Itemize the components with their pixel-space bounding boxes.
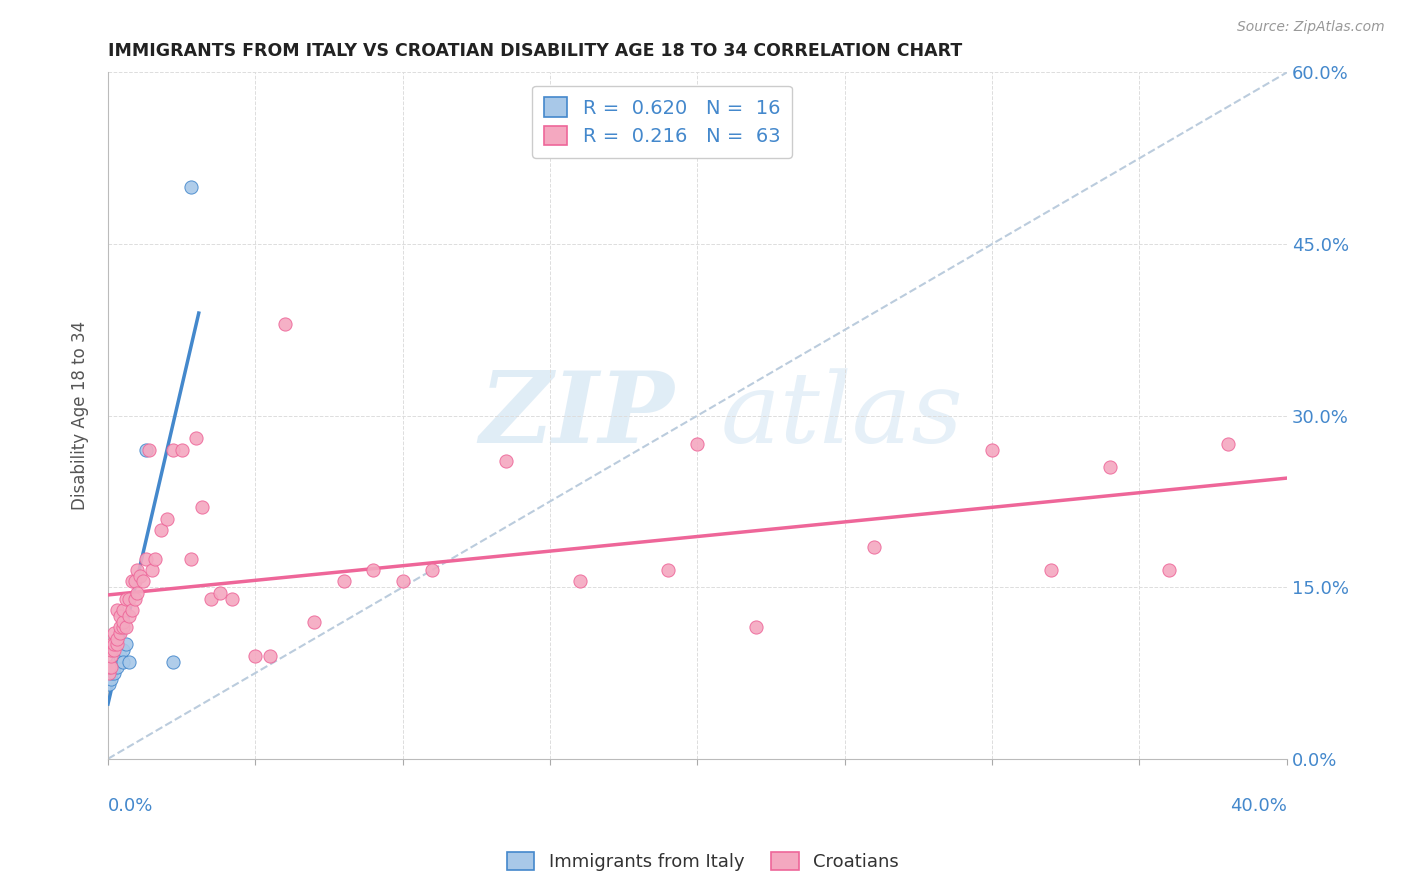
Point — [361, 563, 384, 577]
Point — [686, 437, 709, 451]
Point — [98, 677, 121, 691]
Point — [108, 608, 131, 623]
Point — [162, 442, 184, 457]
Point — [495, 454, 517, 468]
Point — [191, 500, 214, 515]
Point — [135, 442, 157, 457]
Point — [114, 591, 136, 606]
Point — [127, 563, 149, 577]
Point — [105, 632, 128, 646]
Point — [156, 511, 179, 525]
Point — [100, 648, 122, 663]
Point — [114, 637, 136, 651]
Point — [179, 551, 201, 566]
Point — [108, 626, 131, 640]
Point — [221, 591, 243, 606]
Point — [138, 442, 160, 457]
Point — [143, 551, 166, 566]
Point — [117, 608, 139, 623]
Point — [101, 660, 124, 674]
Point — [100, 660, 122, 674]
Point — [101, 637, 124, 651]
Point — [745, 620, 768, 634]
Point — [103, 660, 125, 674]
Point — [105, 655, 128, 669]
Legend: R =  0.620   N =  16, R =  0.216   N =  63: R = 0.620 N = 16, R = 0.216 N = 63 — [531, 86, 792, 158]
Point — [657, 563, 679, 577]
Point — [981, 442, 1004, 457]
Point — [332, 574, 354, 589]
Point — [111, 603, 134, 617]
Point — [186, 432, 208, 446]
Point — [1157, 563, 1180, 577]
Point — [129, 568, 152, 582]
Text: 40.0%: 40.0% — [1230, 797, 1286, 814]
Point — [124, 574, 146, 589]
Point — [245, 648, 267, 663]
Point — [150, 523, 173, 537]
Text: atlas: atlas — [721, 368, 963, 463]
Text: IMMIGRANTS FROM ITALY VS CROATIAN DISABILITY AGE 18 TO 34 CORRELATION CHART: IMMIGRANTS FROM ITALY VS CROATIAN DISABI… — [108, 42, 962, 60]
Point — [108, 620, 131, 634]
Point — [111, 615, 134, 629]
Point — [1098, 460, 1121, 475]
Point — [105, 660, 128, 674]
Y-axis label: Disability Age 18 to 34: Disability Age 18 to 34 — [72, 321, 89, 510]
Point — [121, 574, 143, 589]
Point — [200, 591, 222, 606]
Point — [117, 591, 139, 606]
Point — [121, 603, 143, 617]
Text: 0.0%: 0.0% — [108, 797, 153, 814]
Point — [420, 563, 443, 577]
Point — [103, 665, 125, 680]
Point — [100, 643, 122, 657]
Point — [98, 660, 121, 674]
Point — [124, 591, 146, 606]
Point — [259, 648, 281, 663]
Point — [170, 442, 193, 457]
Point — [304, 615, 326, 629]
Point — [114, 620, 136, 634]
Point — [100, 672, 122, 686]
Point — [111, 620, 134, 634]
Point — [105, 637, 128, 651]
Point — [127, 586, 149, 600]
Point — [274, 317, 297, 331]
Point — [863, 540, 886, 554]
Point — [141, 563, 163, 577]
Point — [135, 551, 157, 566]
Point — [117, 655, 139, 669]
Point — [100, 665, 122, 680]
Point — [103, 637, 125, 651]
Point — [1040, 563, 1063, 577]
Point — [1216, 437, 1239, 451]
Point — [103, 626, 125, 640]
Text: ZIP: ZIP — [479, 368, 673, 464]
Legend: Immigrants from Italy, Croatians: Immigrants from Italy, Croatians — [501, 845, 905, 879]
Text: Source: ZipAtlas.com: Source: ZipAtlas.com — [1237, 20, 1385, 34]
Point — [97, 665, 120, 680]
Point — [111, 655, 134, 669]
Point — [132, 574, 155, 589]
Point — [108, 648, 131, 663]
Point — [105, 603, 128, 617]
Point — [162, 655, 184, 669]
Point — [208, 586, 231, 600]
Point — [179, 179, 201, 194]
Point — [391, 574, 413, 589]
Point — [111, 643, 134, 657]
Point — [103, 643, 125, 657]
Point — [568, 574, 591, 589]
